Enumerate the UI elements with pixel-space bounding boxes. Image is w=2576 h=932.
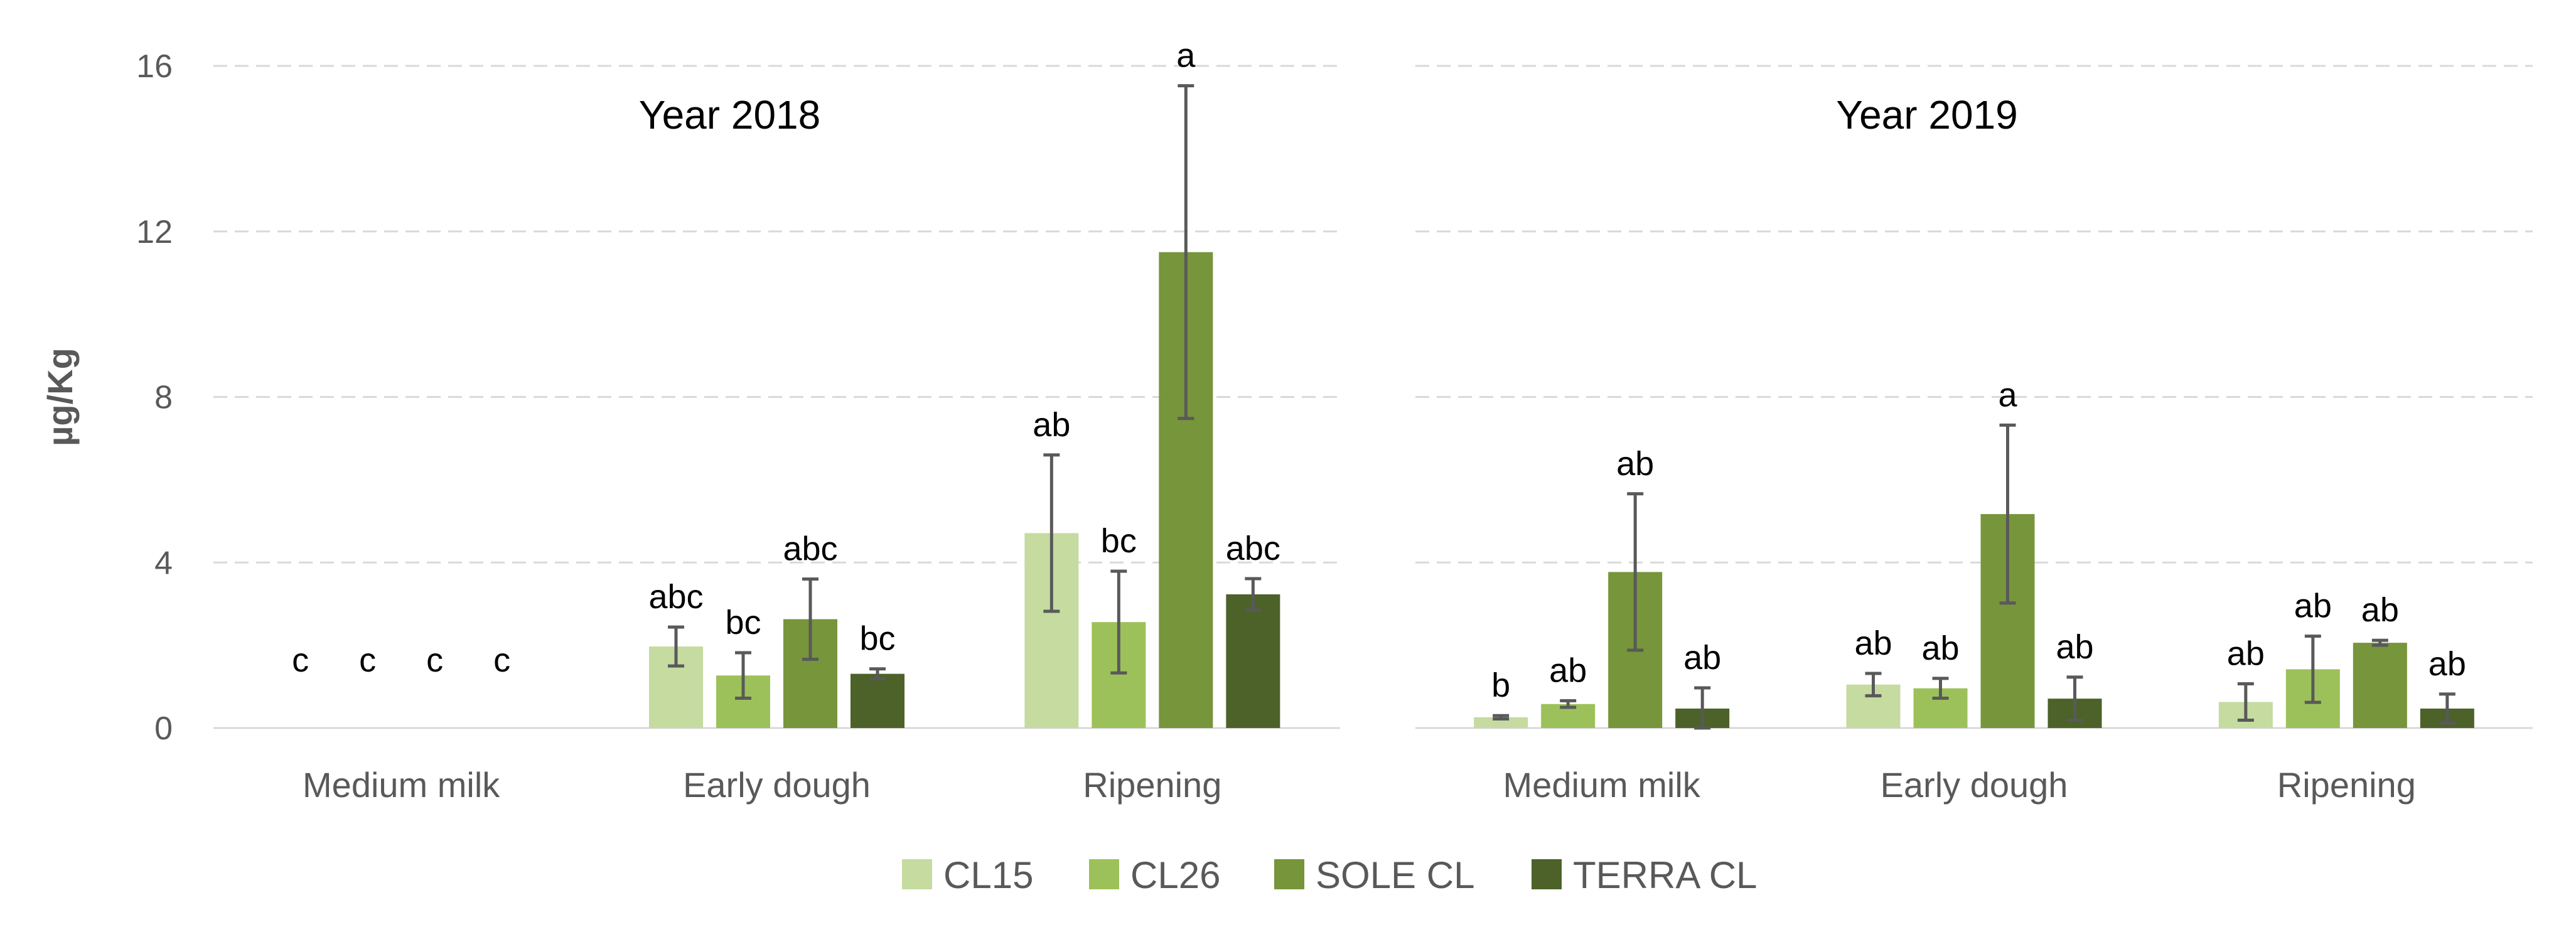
error-bar xyxy=(1694,686,1711,730)
error-bar xyxy=(2439,692,2455,725)
x-tick-label: Early dough xyxy=(1881,765,2068,805)
significance-label: ab xyxy=(1616,445,1654,483)
significance-label: c xyxy=(292,641,309,679)
significance-label: bc xyxy=(859,620,895,658)
significance-label: abc xyxy=(783,530,837,568)
legend-label: CL15 xyxy=(943,854,1033,896)
error-bar xyxy=(1999,423,2016,605)
y-tick-label: 16 xyxy=(136,48,173,85)
significance-label: ab xyxy=(1549,651,1587,689)
y-tick-label: 4 xyxy=(154,545,173,581)
legend-label: CL26 xyxy=(1130,854,1220,896)
significance-label: c xyxy=(493,641,510,679)
significance-label: ab xyxy=(1683,639,1721,677)
y-tick-label: 12 xyxy=(136,214,173,250)
significance-label: abc xyxy=(648,578,703,616)
y-tick-label: 0 xyxy=(154,710,173,747)
legend-swatch xyxy=(1532,859,1562,889)
y-axis-label: µg/Kg xyxy=(40,348,80,446)
x-tick-label: Medium milk xyxy=(1503,765,1701,805)
panel-title: Year 2019 xyxy=(1836,92,2017,137)
significance-label: c xyxy=(359,641,376,679)
significance-label: ab xyxy=(1854,624,1892,662)
error-bar xyxy=(2237,682,2254,722)
legend-label: SOLE CL xyxy=(1316,854,1474,896)
legend-swatch xyxy=(1089,859,1119,889)
significance-label: a xyxy=(1998,376,2017,414)
significance-label: ab xyxy=(2294,587,2332,625)
x-tick-label: Medium milk xyxy=(303,765,500,805)
error-bar xyxy=(1245,577,1262,612)
error-bar xyxy=(802,577,818,662)
error-bar xyxy=(1560,699,1577,709)
gridlines xyxy=(213,65,2533,729)
significance-label: bc xyxy=(725,604,761,641)
significance-label: ab xyxy=(2227,635,2265,672)
significance-label: ab xyxy=(2428,645,2466,683)
legend-item: TERRA CL xyxy=(1532,854,1757,896)
panel-title: Year 2018 xyxy=(639,92,820,137)
bar xyxy=(1474,717,1528,728)
x-tick-label: Early dough xyxy=(683,765,871,805)
category-group: Medium milk b ab ab ab xyxy=(1474,445,1730,805)
bar xyxy=(2353,643,2407,728)
error-bar xyxy=(869,667,886,681)
significance-label: bc xyxy=(1101,522,1137,560)
error-bar xyxy=(1178,84,1194,420)
legend-swatch xyxy=(902,859,932,889)
error-bar xyxy=(1627,492,1644,652)
error-bar xyxy=(1865,672,1882,698)
error-bar xyxy=(735,651,751,700)
legend-label: TERRA CL xyxy=(1573,854,1757,896)
bar xyxy=(1226,594,1280,728)
error-bar xyxy=(668,625,684,668)
error-bar xyxy=(1043,453,1060,613)
significance-label: b xyxy=(1491,667,1510,704)
error-bar xyxy=(2371,638,2388,647)
x-tick-label: Ripening xyxy=(2277,765,2416,805)
significance-label: c xyxy=(426,641,443,679)
error-bar xyxy=(1110,569,1127,675)
legend-item: SOLE CL xyxy=(1274,854,1474,896)
x-tick-label: Ripening xyxy=(1083,765,1221,805)
legend: CL15 CL26 SOLE CL TERRA CL xyxy=(902,854,1757,896)
significance-label: ab xyxy=(1921,629,1959,667)
legend-item: CL26 xyxy=(1089,854,1220,896)
significance-label: a xyxy=(1176,37,1196,75)
y-tick-label: 8 xyxy=(154,380,173,416)
error-bar xyxy=(1493,714,1510,720)
category-group: Ripening ab bc a abc xyxy=(1024,37,1280,805)
legend-swatch xyxy=(1274,859,1304,889)
category-group: Medium milk c c c c xyxy=(292,641,510,805)
legend-item: CL15 xyxy=(902,854,1033,896)
bar xyxy=(851,673,904,728)
significance-label: ab xyxy=(2361,591,2399,629)
error-bar xyxy=(2304,635,2321,704)
significance-label: ab xyxy=(1033,406,1070,444)
y-axis: 0 4 8 12 16 µg/Kg xyxy=(40,48,173,747)
significance-label: abc xyxy=(1226,530,1280,567)
significance-label: ab xyxy=(2056,628,2093,666)
error-bar xyxy=(2066,675,2083,722)
error-bar xyxy=(1932,677,1949,700)
